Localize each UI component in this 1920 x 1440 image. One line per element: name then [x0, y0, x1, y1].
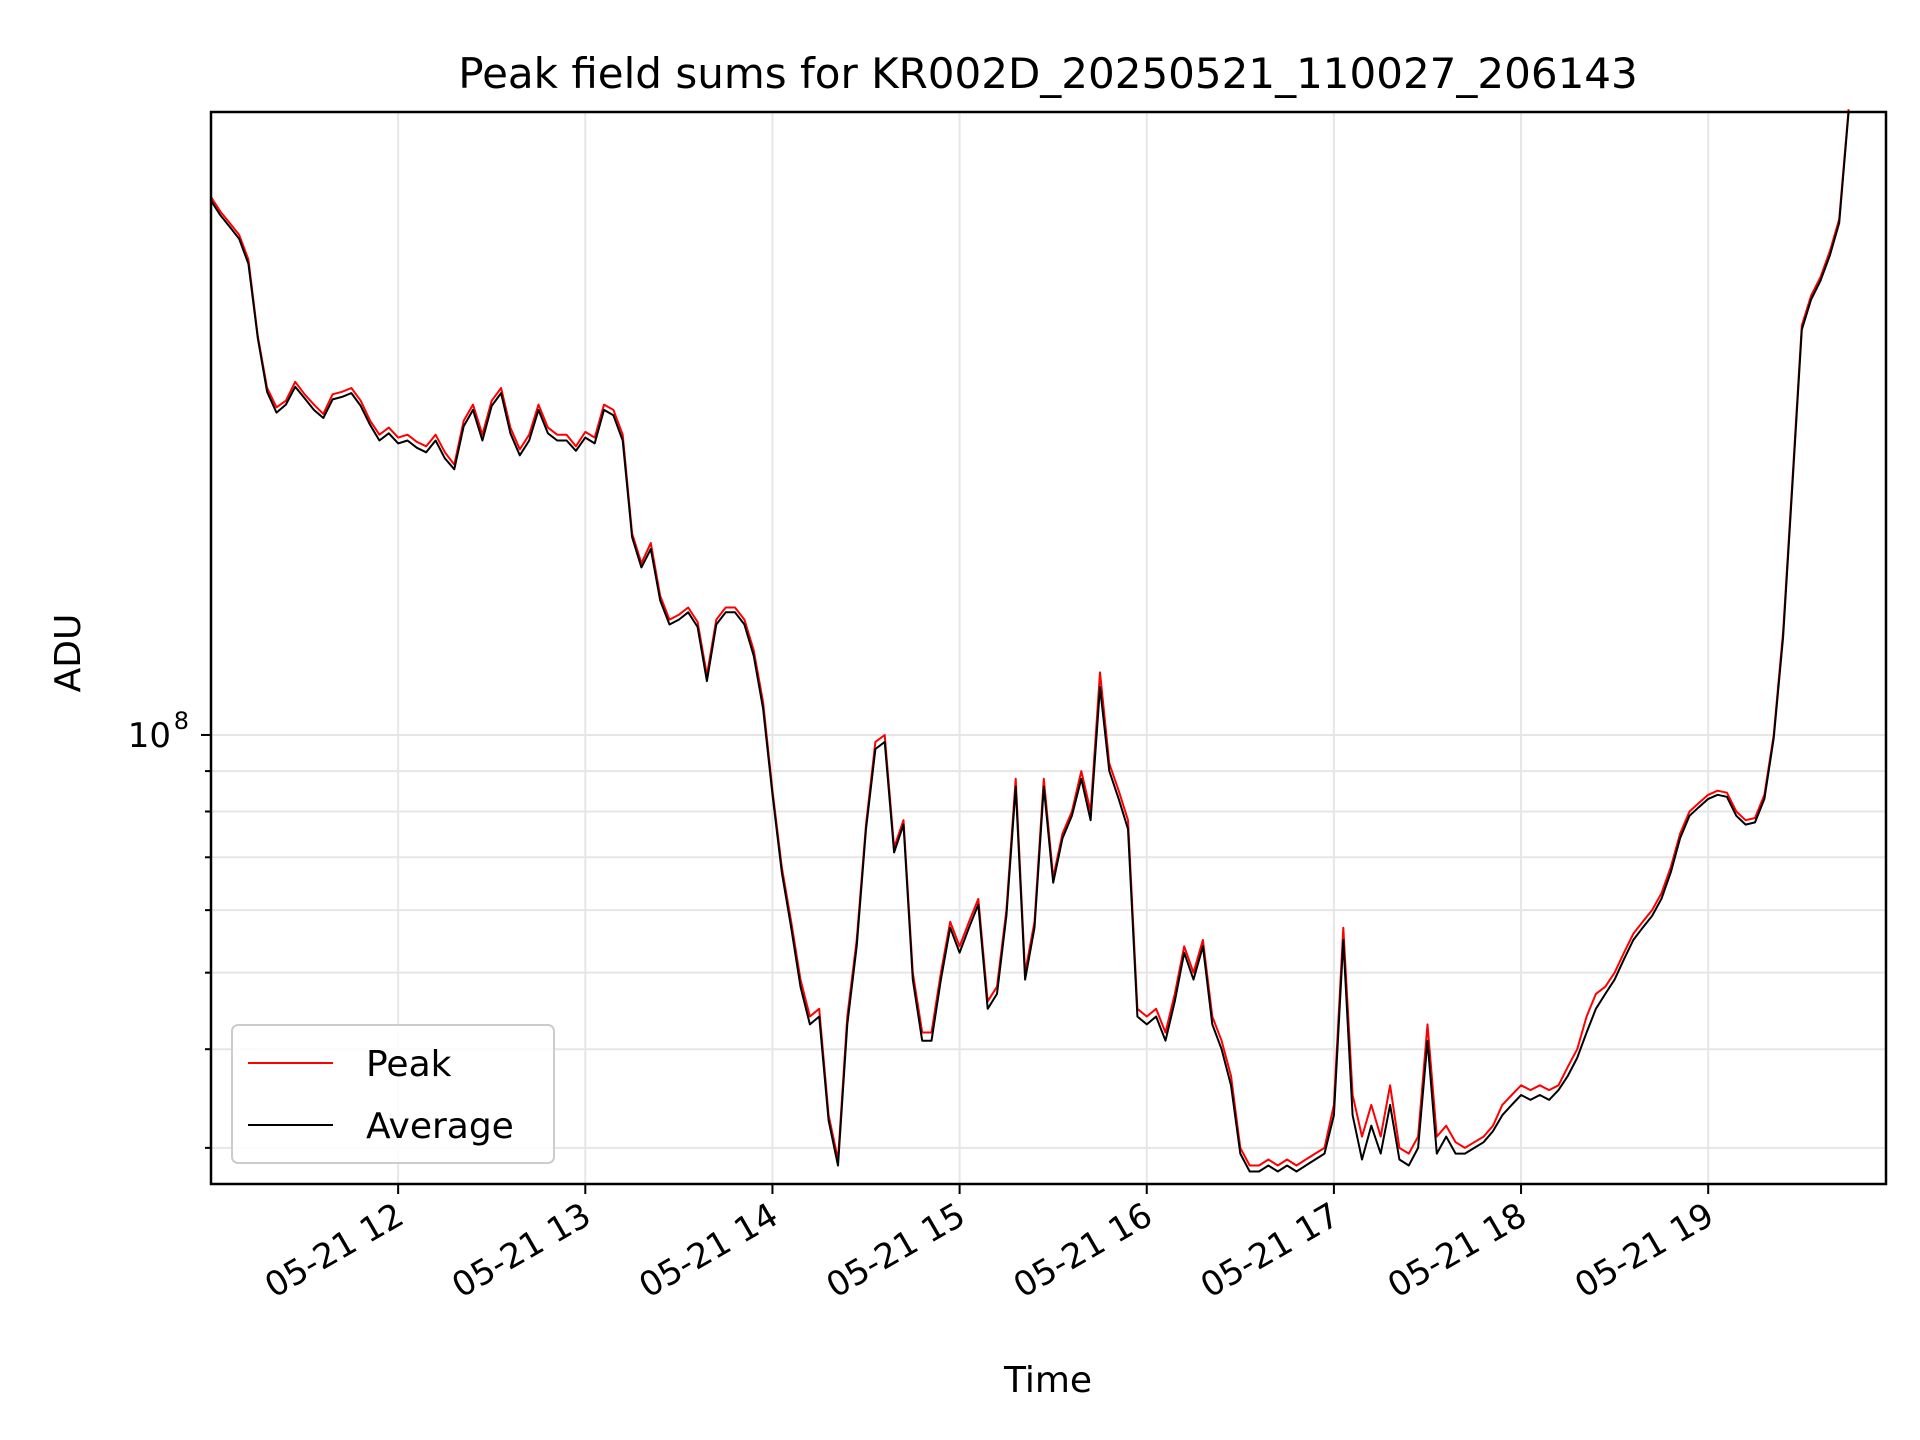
- legend-label-peak: Peak: [366, 1044, 452, 1085]
- series-layer: [210, 109, 1850, 1173]
- legend-label-average: Average: [366, 1106, 514, 1147]
- series-line-average: [210, 111, 1850, 1173]
- y-tick-label: 10: [128, 716, 171, 756]
- series-line-peak: [210, 109, 1850, 1167]
- legend: Peak Average: [231, 1024, 555, 1164]
- legend-box: [231, 1024, 555, 1164]
- x-axis-label: Time: [1003, 1360, 1092, 1401]
- plot-frame: [209, 110, 1888, 1186]
- y-tick-exponent: 8: [174, 707, 189, 735]
- chart-title: Peak field sums for KR002D_20250521_1100…: [458, 49, 1637, 98]
- y-axis-label: ADU: [48, 614, 89, 693]
